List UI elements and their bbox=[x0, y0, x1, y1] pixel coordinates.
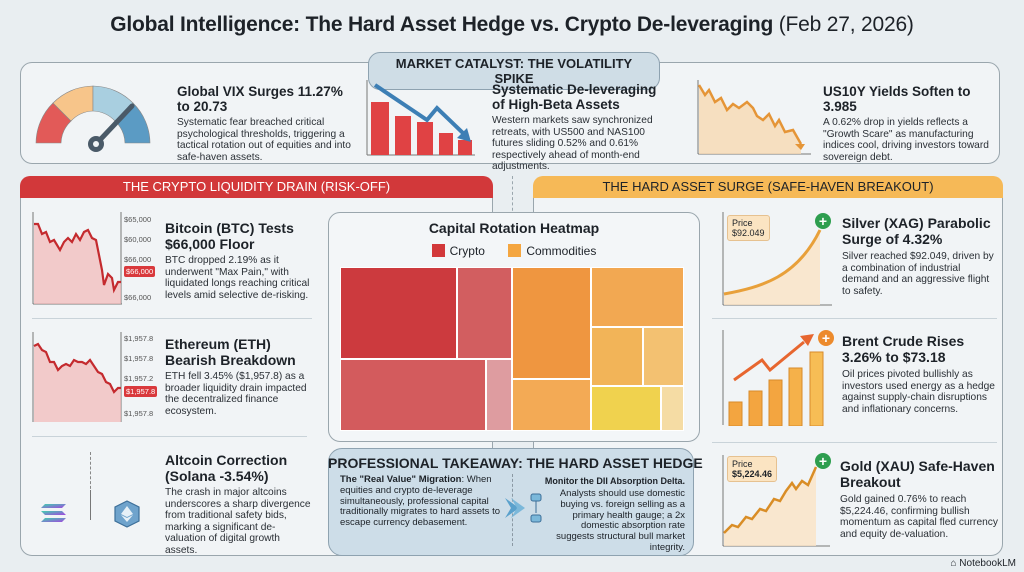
legend-commodities: Commodities bbox=[526, 244, 597, 258]
eth-tick: $1,957.8 bbox=[124, 409, 154, 418]
silver-price: $92.049 bbox=[732, 228, 765, 238]
heatmap-title: Capital Rotation Heatmap bbox=[428, 220, 600, 236]
legend-swatch-crypto bbox=[431, 244, 445, 257]
treemap-cell-commodities bbox=[512, 267, 591, 379]
notebooklm-watermark: ⌂ NotebookLM bbox=[950, 558, 1016, 569]
btc-axis: $65,000 $60,000 $66,000 $66,000 $66,000 bbox=[124, 215, 156, 302]
solana-icon bbox=[41, 504, 66, 522]
eth-tick: $1,957.8 bbox=[124, 334, 154, 343]
divider bbox=[90, 452, 91, 518]
brent-chart bbox=[722, 330, 824, 426]
takeaway-right-heading: Monitor the DII Absorption Delta. bbox=[544, 476, 685, 486]
treemap-cell-crypto bbox=[486, 359, 512, 431]
divider bbox=[32, 318, 312, 319]
btc-tick: $66,000 bbox=[124, 255, 152, 264]
plus-icon: + bbox=[815, 213, 831, 229]
title-date: (Feb 27, 2026) bbox=[778, 13, 914, 36]
eth-chart bbox=[32, 332, 122, 422]
treemap-cell-crypto bbox=[340, 359, 486, 431]
divider bbox=[90, 490, 91, 520]
plus-icon: + bbox=[815, 453, 831, 469]
notebooklm-logo-icon: ⌂ bbox=[950, 558, 960, 569]
divider bbox=[32, 436, 307, 437]
brent-body: Oil prices pivoted bullishly as investor… bbox=[842, 369, 995, 415]
gauge-icon bbox=[35, 85, 151, 152]
hard-asset-header: THE HARD ASSET SURGE (SAFE-HAVEN BREAKOU… bbox=[533, 176, 1003, 198]
catalyst-tag: MARKET CATALYST: THE VOLATILITY SPIKE bbox=[368, 52, 660, 90]
legend-crypto: Crypto bbox=[449, 244, 485, 258]
vix-body: Systematic fear breached critical psycho… bbox=[177, 117, 351, 163]
takeaway-panel bbox=[328, 448, 694, 556]
heatmap-legend: Crypto Commodities bbox=[328, 244, 700, 258]
eth-title: Ethereum (ETH) Bearish Breakdown bbox=[165, 336, 296, 368]
section-divider bbox=[512, 176, 513, 216]
legend-swatch-commodities bbox=[508, 244, 522, 257]
divider bbox=[712, 442, 997, 443]
btc-current-price: $66,000 bbox=[124, 266, 156, 277]
altcoin-body: The crash in major altcoins underscores … bbox=[165, 487, 311, 556]
silver-price-label: Price bbox=[732, 218, 753, 228]
treemap-cell-commodities bbox=[591, 386, 661, 431]
falling-bars-icon bbox=[366, 80, 475, 156]
divider bbox=[712, 318, 997, 319]
catalyst-item-deleveraging: Systematic De-leveraging of High-Beta As… bbox=[492, 82, 667, 173]
takeaway-left-body: : When equities and crypto de-leverage s… bbox=[340, 474, 500, 529]
eth-body: ETH fell 3.45% ($1,957.8) as a broader l… bbox=[165, 371, 307, 417]
title-main: Global Intelligence: The Hard Asset Hedg… bbox=[110, 13, 774, 36]
btc-body: BTC dropped 2.19% as it underwent "Max P… bbox=[165, 255, 310, 301]
ethereum-icon bbox=[114, 500, 140, 528]
gold-title: Gold (XAU) Safe-Haven Breakout bbox=[840, 458, 995, 490]
gold-body: Gold gained 0.76% to reach $5,224.46, co… bbox=[840, 494, 998, 540]
deleveraging-body: Western markets saw synchronized retreat… bbox=[492, 115, 653, 172]
treemap-cell-commodities bbox=[591, 267, 684, 327]
brent-title: Brent Crude Rises 3.26% to $73.18 bbox=[842, 333, 965, 365]
btc-tick: $65,000 bbox=[124, 215, 152, 224]
btc-item: Bitcoin (BTC) Tests $66,000 Floor BTC dr… bbox=[165, 220, 315, 301]
gold-chart bbox=[722, 455, 830, 547]
silver-body: Silver reached $92.049, driven by a comb… bbox=[842, 251, 994, 297]
catalyst-item-us10y: US10Y Yields Soften to 3.985 A 0.62% dro… bbox=[823, 84, 998, 163]
us10y-title: US10Y Yields Soften to 3.985 bbox=[823, 84, 971, 114]
treemap-cell-commodities bbox=[591, 327, 643, 386]
silver-chart bbox=[722, 212, 832, 306]
catalyst-item-vix: Global VIX Surges 11.27% to 20.73 System… bbox=[177, 84, 357, 163]
brand-label: NotebookLM bbox=[959, 558, 1016, 569]
flow-diagram-icon bbox=[505, 493, 542, 523]
eth-tick: $1,957.8 bbox=[124, 354, 154, 363]
treemap-cell-crypto bbox=[457, 267, 512, 359]
treemap-cell-commodities bbox=[512, 379, 591, 431]
silver-price-badge: Price $92.049 bbox=[727, 215, 770, 241]
btc-tick: $66,000 bbox=[124, 293, 152, 302]
gold-price-badge: Price $5,224.46 bbox=[727, 456, 778, 482]
btc-title: Bitcoin (BTC) Tests $66,000 Floor bbox=[165, 220, 294, 252]
altcoin-title: Altcoin Correction (Solana -3.54%) bbox=[165, 452, 288, 484]
vix-title: Global VIX Surges 11.27% to 20.73 bbox=[177, 84, 343, 114]
deleveraging-title: Systematic De-leveraging of High-Beta As… bbox=[492, 82, 657, 112]
silver-title: Silver (XAG) Parabolic Surge of 4.32% bbox=[842, 215, 991, 247]
plus-icon: + bbox=[818, 330, 834, 346]
btc-chart bbox=[32, 212, 122, 305]
altcoin-item: Altcoin Correction (Solana -3.54%) The c… bbox=[165, 452, 315, 556]
treemap-cell-commodities bbox=[643, 327, 684, 386]
brent-item: Brent Crude Rises 3.26% to $73.18 Oil pr… bbox=[842, 333, 1002, 415]
eth-current-price: $1,957.8 bbox=[124, 386, 158, 397]
takeaway-title: PROFESSIONAL TAKEAWAY: THE HARD ASSET HE… bbox=[328, 455, 703, 471]
eth-tick: $1,957.2 bbox=[124, 374, 154, 383]
eth-item: Ethereum (ETH) Bearish Breakdown ETH fel… bbox=[165, 336, 315, 417]
gold-price: $5,224.46 bbox=[732, 469, 773, 479]
crypto-header: THE CRYPTO LIQUIDITY DRAIN (RISK-OFF) bbox=[20, 176, 493, 198]
gold-item: Gold (XAU) Safe-Haven Breakout Gold gain… bbox=[840, 458, 1000, 540]
takeaway-left: The "Real Value" Migration: When equitie… bbox=[340, 474, 500, 529]
takeaway-right-body: Analysts should use domestic buying vs. … bbox=[556, 488, 685, 553]
gold-price-label: Price bbox=[732, 459, 753, 469]
eth-axis: $1,957.8 $1,957.8 $1,957.2 $1,957.8 $1,9… bbox=[124, 334, 158, 418]
takeaway-left-heading: The "Real Value" Migration bbox=[340, 474, 462, 485]
page-title: Global Intelligence: The Hard Asset Hedg… bbox=[0, 13, 1024, 37]
treemap-cell-commodities bbox=[661, 386, 684, 431]
treemap-cell-crypto bbox=[340, 267, 457, 359]
us10y-body: A 0.62% drop in yields reflects a "Growt… bbox=[823, 117, 989, 163]
btc-tick: $60,000 bbox=[124, 235, 152, 244]
falling-line-icon bbox=[697, 80, 811, 155]
silver-item: Silver (XAG) Parabolic Surge of 4.32% Si… bbox=[842, 215, 997, 297]
